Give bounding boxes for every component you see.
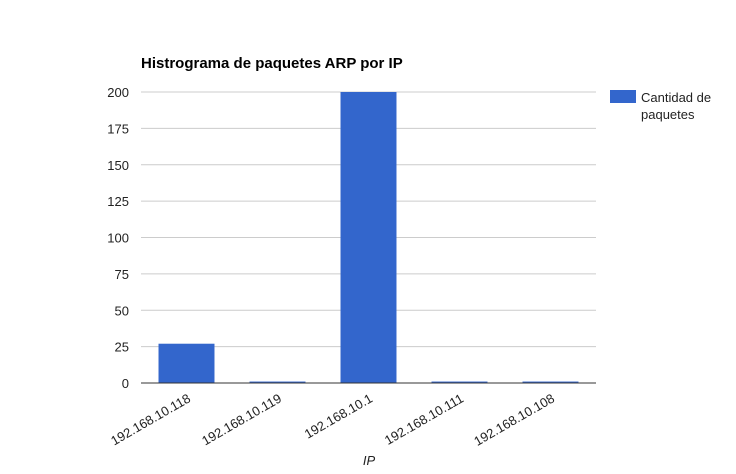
y-tick-label: 100: [107, 231, 129, 246]
x-axis-ticks: 192.168.10.118 192.168.10.119 192.168.10.1…: [108, 391, 557, 449]
y-tick-label: 175: [107, 121, 129, 136]
bars: [158, 92, 579, 383]
bar: [249, 381, 306, 383]
y-tick-label: 0: [122, 376, 129, 391]
legend-label-line-2: paquetes: [641, 107, 695, 122]
x-tick-label: 192.168.10.118: [108, 391, 193, 449]
x-tick-label: 192.168.10.111: [382, 391, 466, 448]
y-tick-label: 150: [107, 158, 129, 173]
x-tick-label: 192.168.10.1: [302, 391, 375, 442]
bar: [158, 343, 215, 383]
bar: [522, 381, 579, 383]
x-tick-label: 192.168.10.108: [471, 391, 557, 449]
y-tick-label: 25: [115, 340, 129, 355]
y-tick-label: 50: [115, 303, 129, 318]
y-axis-ticks: 0 25 50 75 100 125 150 175 200: [107, 85, 129, 391]
y-tick-label: 125: [107, 194, 129, 209]
bar: [340, 92, 397, 383]
y-tick-label: 75: [115, 267, 129, 282]
x-tick-label: 192.168.10.119: [199, 391, 284, 449]
legend-swatch: [610, 90, 636, 103]
legend-label-line-1: Cantidad de: [641, 90, 711, 105]
y-tick-label: 200: [107, 85, 129, 100]
x-axis-title: IP: [363, 453, 376, 468]
bar: [431, 381, 488, 383]
legend: Cantidad de paquetes: [610, 90, 711, 122]
chart-title: Histrograma de paquetes ARP por IP: [141, 55, 403, 72]
